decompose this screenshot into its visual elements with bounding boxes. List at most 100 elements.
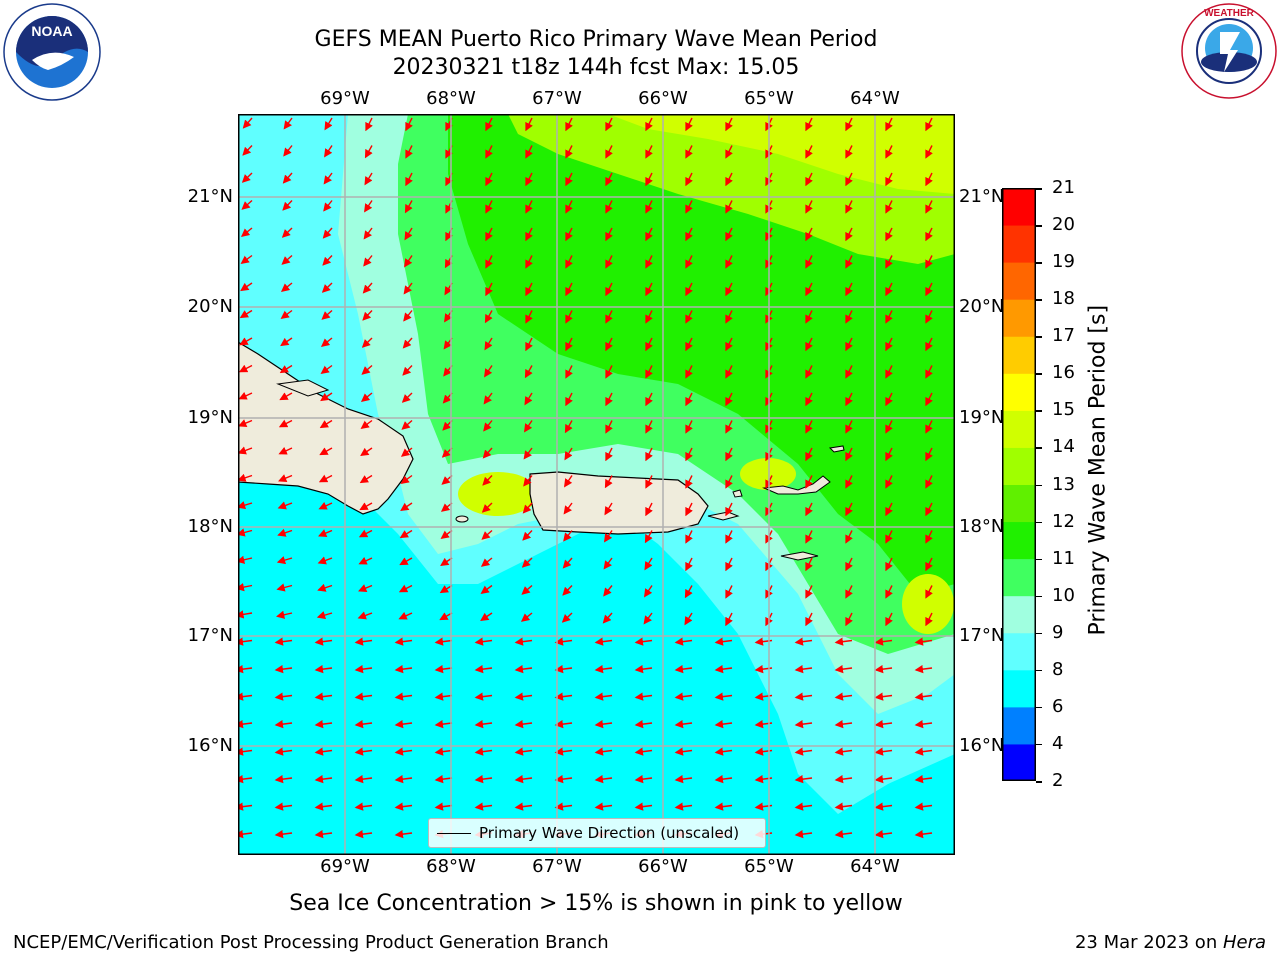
- wave-direction-arrow: [685, 200, 693, 214]
- wave-direction-arrow: [594, 774, 613, 784]
- colorbar-tick-label: 21: [1052, 177, 1075, 198]
- wave-direction-arrow: [434, 802, 453, 811]
- wave-direction-arrow: [562, 585, 573, 596]
- wave-direction-arrow: [645, 502, 653, 517]
- wave-direction-arrow: [554, 774, 573, 784]
- colorbar-tick-mark: [1036, 336, 1042, 338]
- wave-direction-arrow: [594, 747, 613, 756]
- wave-direction-arrow: [885, 117, 893, 132]
- wave-direction-arrow: [725, 200, 733, 214]
- wave-direction-arrow: [874, 692, 893, 701]
- wave-direction-arrow: [394, 747, 413, 756]
- wave-direction-arrow: [874, 719, 893, 729]
- wave-direction-arrow: [474, 692, 493, 701]
- wave-direction-arrow: [358, 584, 373, 592]
- wave-direction-arrow: [845, 310, 853, 324]
- wave-direction-arrow: [399, 557, 413, 566]
- colorbar-segment: [1002, 188, 1036, 226]
- colorbar-tick-mark: [1036, 188, 1042, 190]
- svg-text:NOAA: NOAA: [31, 23, 72, 39]
- wave-period-14s-region: [608, 114, 955, 194]
- wave-direction-arrow: [525, 117, 533, 132]
- wave-direction-arrow: [314, 637, 333, 646]
- wave-direction-arrow: [485, 145, 493, 159]
- wave-direction-arrow: [645, 337, 653, 352]
- wave-direction-arrow: [276, 583, 293, 592]
- wave-direction-arrow: [318, 529, 333, 537]
- wave-direction-arrow: [241, 199, 253, 210]
- wave-direction-arrow: [794, 637, 813, 646]
- wave-direction-arrow: [874, 802, 893, 811]
- colorbar-tick-mark: [1036, 410, 1042, 412]
- colorbar-segment: [1002, 706, 1036, 745]
- wave-direction-arrow: [685, 255, 693, 269]
- wave-direction-arrow: [885, 530, 893, 544]
- wave-direction-arrow: [634, 637, 653, 646]
- wave-direction-arrow: [714, 719, 733, 729]
- wave-direction-arrow: [845, 447, 853, 462]
- lon-tick-bottom: 68°W: [426, 856, 476, 877]
- wave-direction-arrow: [514, 637, 533, 646]
- wave-direction-arrow: [645, 310, 653, 324]
- wave-direction-arrow: [361, 337, 373, 348]
- wave-direction-arrow: [643, 585, 653, 598]
- wave-direction-arrow: [594, 802, 613, 811]
- wave-direction-arrow: [521, 584, 533, 595]
- wave-direction-arrow: [279, 392, 293, 401]
- wave-direction-arrow: [565, 365, 573, 379]
- wave-direction-arrow: [474, 747, 493, 756]
- colorbar-segment: [1002, 521, 1036, 560]
- wave-direction-arrow: [725, 585, 733, 599]
- colorbar-tick-label: 2: [1052, 770, 1064, 791]
- wave-direction-arrow: [525, 337, 533, 352]
- culebra-island: [732, 489, 743, 498]
- wave-direction-arrow: [317, 556, 333, 565]
- chart-title: GEFS MEAN Puerto Rico Primary Wave Mean …: [314, 27, 878, 52]
- wave-direction-arrow: [394, 692, 413, 701]
- wave-direction-arrow: [554, 692, 573, 701]
- wave-direction-arrow: [925, 282, 933, 297]
- wave-direction-arrow: [239, 337, 253, 346]
- wave-direction-arrow: [914, 664, 933, 674]
- wave-direction-arrow: [805, 612, 813, 627]
- wave-direction-arrow: [605, 337, 613, 352]
- wave-direction-arrow: [321, 282, 333, 293]
- wave-direction-arrow: [845, 117, 853, 132]
- wave-direction-arrow: [274, 637, 293, 646]
- wave-direction-arrow: [484, 337, 493, 351]
- wave-direction-arrow: [474, 637, 493, 646]
- wave-direction-arrow: [794, 747, 813, 756]
- colorbar-tick-mark: [1036, 669, 1042, 672]
- colorbar-tick-mark: [1036, 484, 1042, 486]
- wave-direction-arrow: [554, 719, 573, 729]
- wave-direction-arrow: [525, 282, 533, 297]
- wave-direction-arrow: [914, 802, 933, 811]
- wave-direction-arrow: [480, 584, 493, 594]
- wave-direction-arrow: [914, 747, 933, 756]
- wave-direction-arrow: [885, 255, 893, 269]
- lon-tick-top: 68°W: [426, 88, 476, 109]
- wave-direction-arrow: [365, 117, 373, 132]
- wave-direction-arrow: [554, 664, 573, 674]
- colorbar-tick-mark: [1036, 262, 1042, 264]
- colorbar-tick-label: 17: [1052, 325, 1075, 347]
- wave-direction-arrow: [525, 310, 533, 324]
- colorbar-tick-label: 16: [1052, 362, 1075, 384]
- wave-direction-arrow: [514, 719, 533, 729]
- wave-direction-arrow: [645, 282, 653, 297]
- wave-direction-arrow: [834, 774, 853, 784]
- wave-direction-arrow: [845, 282, 853, 297]
- wave-direction-arrow: [565, 392, 573, 407]
- wave-direction-arrow: [484, 310, 493, 324]
- colorbar-tick-label: 9: [1052, 621, 1064, 643]
- colorbar-tick-mark: [1036, 225, 1042, 227]
- colorbar-tick-label: 6: [1052, 695, 1064, 717]
- wave-direction-arrow: [485, 200, 493, 214]
- wave-direction-arrow: [714, 774, 733, 784]
- wave-direction-arrow: [674, 747, 693, 756]
- colorbar-segment: [1002, 743, 1036, 781]
- wave-direction-arrow: [845, 530, 853, 544]
- wave-direction-arrow: [323, 200, 333, 212]
- svg-text:WEATHER: WEATHER: [1204, 8, 1255, 19]
- wave-direction-arrow: [525, 255, 533, 269]
